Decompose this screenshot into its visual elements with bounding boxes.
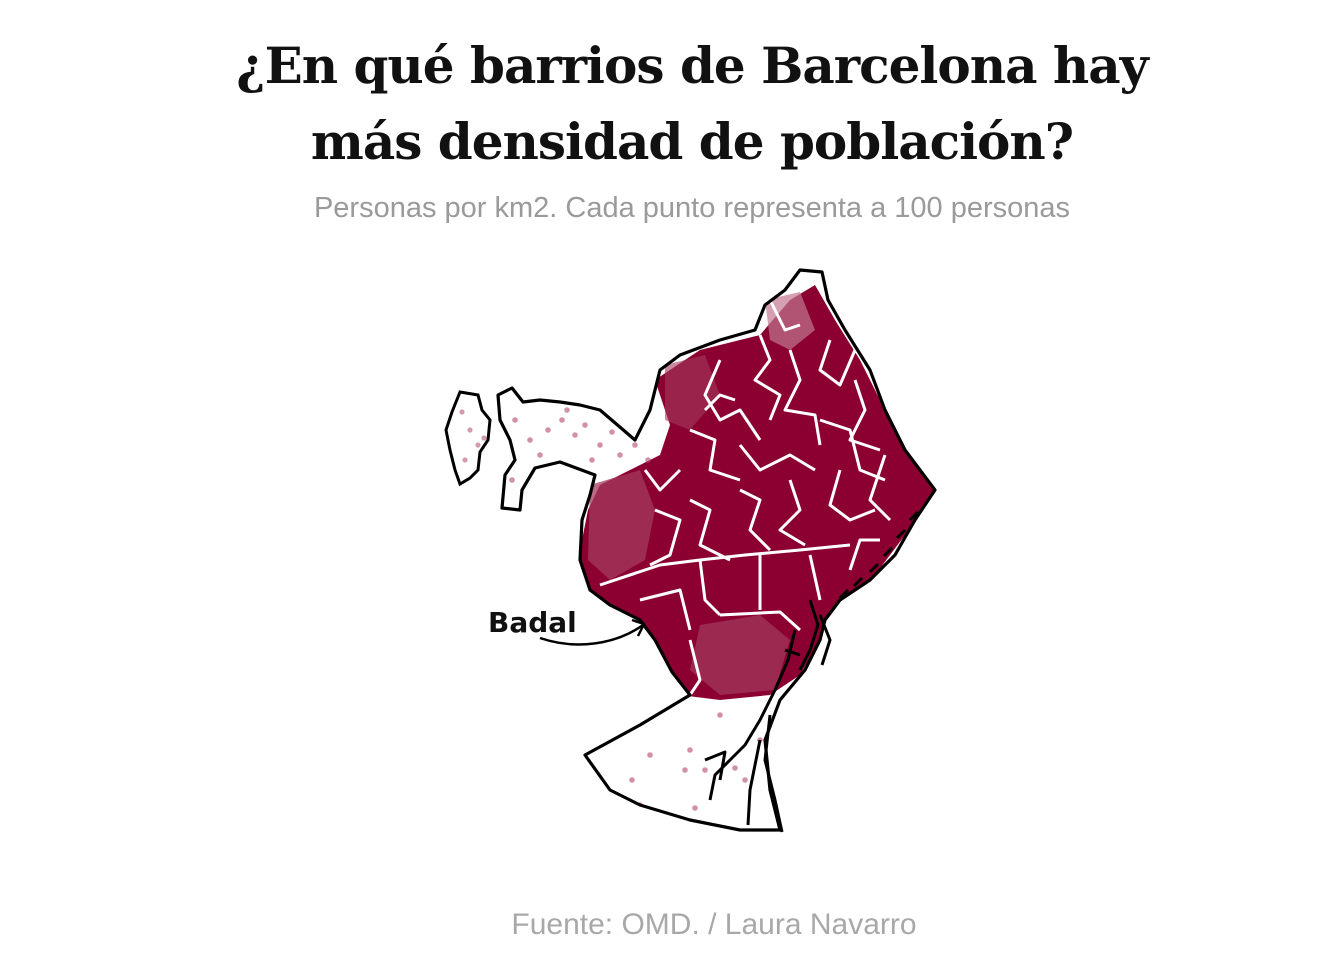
- title-line-1: ¿En qué barrios de Barcelona hay: [0, 28, 1344, 104]
- title-line-2: más densidad de población?: [0, 104, 1344, 180]
- chart-title: ¿En qué barrios de Barcelona hay más den…: [0, 28, 1344, 180]
- chart-subtitle: Personas por km2. Cada punto representa …: [0, 192, 1344, 225]
- barcelona-density-map: [430, 255, 960, 845]
- annotation-label: Badal: [488, 606, 577, 639]
- source-credit: Fuente: OMD. / Laura Navarro: [0, 908, 1344, 942]
